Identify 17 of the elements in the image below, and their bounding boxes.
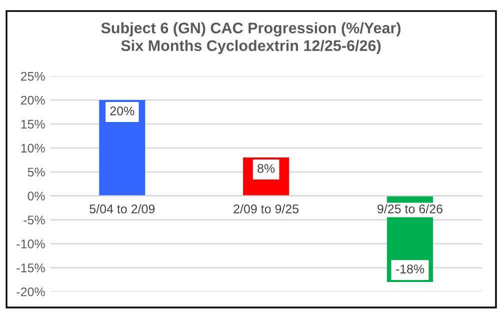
y-tick-label: 25%: [20, 72, 45, 81]
x-tick-label: 9/25 to 6/26: [378, 204, 442, 214]
y-tick-label: -5%: [24, 216, 45, 224]
y-tick-label: 0%: [28, 192, 45, 200]
chart-title: Subject 6 (GN) CAC Progression (%/Year) Six Months Cyclodextrin 12/25-6/26): [101, 22, 401, 54]
y-tick-label: -10%: [16, 240, 45, 248]
y-tick-label: -15%: [16, 264, 45, 272]
data-label: 8%: [258, 164, 275, 173]
x-tick-label: 5/04 to 2/09: [90, 204, 155, 214]
data-label: 20%: [110, 106, 134, 116]
y-tick-label: -20%: [16, 287, 45, 296]
x-tick-label: 2/09 to 9/25: [234, 204, 299, 214]
y-tick-label: 10%: [21, 144, 45, 153]
y-tick-label: 20%: [20, 96, 45, 105]
data-label: -18%: [396, 264, 424, 274]
y-tick-label: 15%: [21, 120, 45, 129]
y-tick-label: 5%: [28, 168, 45, 177]
